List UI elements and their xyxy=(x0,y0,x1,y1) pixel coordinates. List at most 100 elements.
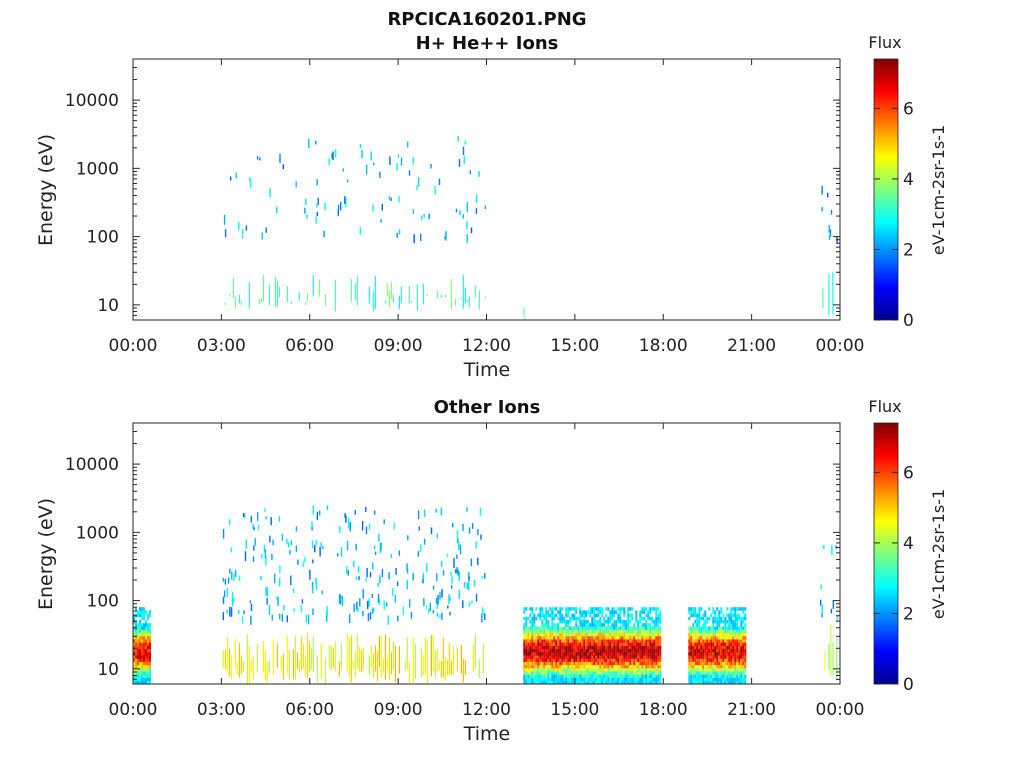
spectrogram-count xyxy=(337,553,339,557)
spectrogram-cell xyxy=(724,648,727,653)
spectrogram-count xyxy=(359,143,362,149)
spectrogram-cell xyxy=(641,680,644,685)
spectrogram-cell xyxy=(653,680,656,685)
spectrogram-cell xyxy=(615,648,618,653)
spectrogram-count xyxy=(259,157,261,161)
spectrogram-cell xyxy=(647,616,650,621)
spectrogram-cell xyxy=(631,642,634,646)
spectrogram-cell xyxy=(623,648,626,653)
spectrogram-cell xyxy=(533,661,536,666)
spectrogram-cell xyxy=(139,632,141,637)
spectrogram-cell xyxy=(726,674,729,678)
spectrogram-cell xyxy=(724,636,727,640)
spectrogram-cell xyxy=(609,642,612,646)
spectrogram-cell xyxy=(543,642,546,646)
spectrogram-cell xyxy=(529,642,532,646)
spectrogram-cell xyxy=(641,655,644,659)
spectrogram-cell xyxy=(617,642,620,646)
spectrogram-cell xyxy=(738,607,741,611)
spectrogram-count xyxy=(266,598,268,605)
spectrogram-cell xyxy=(583,616,586,621)
spectrogram-cell xyxy=(643,626,646,630)
spectrogram-count xyxy=(394,594,397,603)
spectrogram-cell xyxy=(704,620,707,624)
spectrogram-cell xyxy=(579,613,582,618)
spectrogram-count xyxy=(279,613,281,620)
spectrogram-cell xyxy=(651,677,654,682)
spectrogram-cell xyxy=(531,677,534,682)
spectrogram-cell xyxy=(639,620,642,624)
spectrogram-cell xyxy=(575,668,578,672)
spectrogram-count xyxy=(469,170,471,175)
spectrogram-cell xyxy=(623,645,626,650)
spectrogram-cell xyxy=(706,658,709,662)
spectrogram-streak xyxy=(330,646,332,670)
spectrogram-cell xyxy=(722,636,725,640)
spectrogram-cell xyxy=(643,623,646,627)
spectrogram-count xyxy=(301,599,304,604)
spectrogram-streak xyxy=(478,290,480,310)
spectrogram-cell xyxy=(587,668,590,672)
spectrogram-cell xyxy=(563,616,566,621)
spectrogram-cell xyxy=(539,664,542,669)
spectrogram-count xyxy=(423,509,426,517)
spectrogram-cell xyxy=(726,680,729,685)
spectrogram-cell xyxy=(726,607,729,611)
spectrogram-cell xyxy=(690,610,693,614)
spectrogram-cell xyxy=(704,642,707,646)
spectrogram-cell xyxy=(531,680,534,685)
spectrogram-cell xyxy=(708,648,711,653)
spectrogram-cell xyxy=(645,626,648,630)
spectrogram-cell xyxy=(649,652,652,656)
spectrogram-cell xyxy=(627,639,630,643)
spectrogram-count xyxy=(466,221,468,230)
spectrogram-cell xyxy=(659,613,662,618)
spectrogram-streak xyxy=(276,280,278,307)
spectrogram-cell xyxy=(585,623,588,627)
spectrogram-cell xyxy=(145,677,147,682)
spectrogram-cell xyxy=(587,629,590,634)
spectrogram-cell xyxy=(143,668,145,672)
spectrogram-count xyxy=(392,588,394,596)
spectrogram-streak xyxy=(234,639,236,668)
spectrogram-streak xyxy=(472,644,474,672)
spectrogram-cell xyxy=(712,636,715,640)
spectrogram-cell xyxy=(527,671,530,675)
spectrogram-cell xyxy=(698,658,701,662)
spectrogram-cell xyxy=(629,613,632,618)
spectrogram-cell xyxy=(744,626,747,630)
spectrogram-count xyxy=(265,227,267,233)
spectrogram-cell xyxy=(543,674,546,678)
spectrogram-cell xyxy=(734,661,737,666)
spectrogram-cell xyxy=(545,652,548,656)
spectrogram-cell xyxy=(635,610,638,614)
spectrogram-cell xyxy=(531,658,534,662)
spectrogram-cell xyxy=(718,620,721,624)
spectrogram-cell xyxy=(633,674,636,678)
spectrogram-cell xyxy=(571,632,574,637)
spectrogram-count xyxy=(308,138,310,148)
spectrogram-cell xyxy=(625,655,628,659)
spectrogram-cell xyxy=(523,645,526,650)
spectrogram-cell xyxy=(589,668,592,672)
spectrogram-cell xyxy=(581,680,584,685)
spectrogram-cell xyxy=(135,632,137,637)
spectrogram-cell xyxy=(629,636,632,640)
spectrogram-cell xyxy=(635,639,638,643)
spectrogram-cell xyxy=(710,648,713,653)
spectrogram-cell xyxy=(621,668,624,672)
spectrogram-cell xyxy=(607,639,610,643)
spectrogram-streak xyxy=(392,641,394,670)
spectrogram-cell xyxy=(135,655,137,659)
spectrogram-cell xyxy=(722,642,725,646)
spectrogram-cell xyxy=(645,661,648,666)
spectrogram-cell xyxy=(629,677,632,682)
spectrogram-cell xyxy=(137,639,139,643)
spectrogram-count xyxy=(335,149,337,158)
spectrogram-cell xyxy=(653,642,656,646)
spectrogram-cell xyxy=(722,629,725,634)
spectrogram-cell xyxy=(647,661,650,666)
spectrogram-streak xyxy=(222,649,224,668)
spectrogram-cell xyxy=(563,668,566,672)
spectrogram-cell xyxy=(565,671,568,675)
